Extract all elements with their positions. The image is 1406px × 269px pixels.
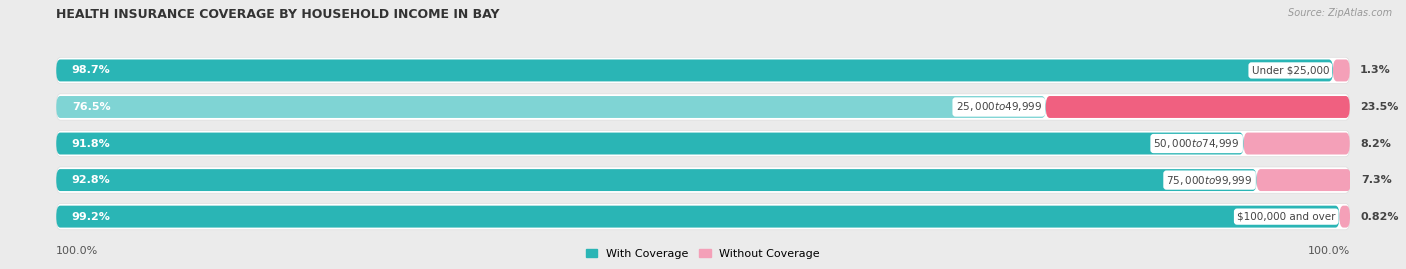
Text: 76.5%: 76.5% [72,102,111,112]
FancyBboxPatch shape [1244,133,1350,154]
Text: 7.3%: 7.3% [1361,175,1392,185]
Text: Under $25,000: Under $25,000 [1251,65,1329,75]
FancyBboxPatch shape [56,206,1340,228]
Text: $25,000 to $49,999: $25,000 to $49,999 [956,101,1042,114]
Text: 99.2%: 99.2% [72,212,111,222]
FancyBboxPatch shape [56,133,1244,154]
Text: 23.5%: 23.5% [1360,102,1399,112]
Text: 91.8%: 91.8% [72,139,111,148]
FancyBboxPatch shape [56,203,1350,230]
FancyBboxPatch shape [56,96,1046,118]
Text: $100,000 and over: $100,000 and over [1237,212,1336,222]
Text: 0.82%: 0.82% [1361,212,1399,222]
Text: 1.3%: 1.3% [1360,65,1391,75]
Text: 8.2%: 8.2% [1360,139,1391,148]
Text: HEALTH INSURANCE COVERAGE BY HOUSEHOLD INCOME IN BAY: HEALTH INSURANCE COVERAGE BY HOUSEHOLD I… [56,8,499,21]
FancyBboxPatch shape [1333,59,1350,82]
Text: 92.8%: 92.8% [72,175,111,185]
FancyBboxPatch shape [56,59,1333,82]
FancyBboxPatch shape [1257,169,1351,191]
Text: 100.0%: 100.0% [56,246,98,256]
FancyBboxPatch shape [56,57,1350,84]
Legend: With Coverage, Without Coverage: With Coverage, Without Coverage [582,245,824,263]
FancyBboxPatch shape [1340,206,1350,228]
Text: $50,000 to $74,999: $50,000 to $74,999 [1153,137,1240,150]
Text: 98.7%: 98.7% [72,65,111,75]
FancyBboxPatch shape [56,94,1350,120]
FancyBboxPatch shape [56,167,1350,193]
FancyBboxPatch shape [1046,96,1350,118]
FancyBboxPatch shape [56,169,1257,191]
Text: 100.0%: 100.0% [1308,246,1350,256]
Text: $75,000 to $99,999: $75,000 to $99,999 [1167,174,1253,187]
FancyBboxPatch shape [56,130,1350,157]
Text: Source: ZipAtlas.com: Source: ZipAtlas.com [1288,8,1392,18]
